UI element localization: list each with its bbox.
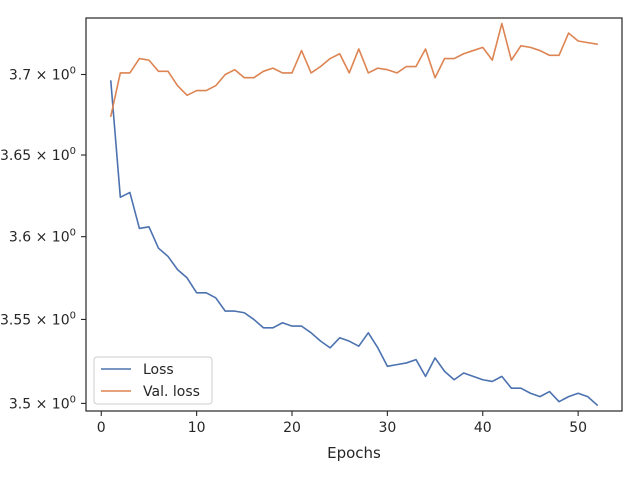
legend-label: Loss [143,362,174,378]
y-tick-mantissa: 3.55 [0,312,31,328]
y-tick-times: × [31,396,52,412]
y-tick-label: 3.7 × 100 [9,66,76,84]
y-tick-exponent: 0 [70,228,76,239]
y-tick-exponent: 0 [70,146,76,157]
x-tick-label: 10 [188,420,206,436]
y-tick-times: × [31,312,52,328]
legend: Loss Val. loss [93,356,213,405]
y-tick-mantissa: 3.7 [9,68,31,84]
series-lines [110,22,599,406]
y-tick-exponent: 0 [70,310,76,321]
y-tick-mantissa: 3.6 [9,230,31,246]
x-axis-label: Epochs [327,444,381,462]
y-tick-base: 10 [52,230,70,246]
plot-area [85,17,623,412]
x-tick-label: 20 [283,420,301,436]
legend-label: Val. loss [143,384,200,400]
series-line-loss [110,80,599,406]
x-tick-label: 50 [569,420,587,436]
x-tick-label: 30 [378,420,396,436]
y-tick-exponent: 0 [70,66,76,77]
y-tick-label: 3.5 × 100 [9,394,76,412]
y-tick-base: 10 [52,396,70,412]
series-line-val-loss [110,22,599,118]
y-tick-base: 10 [52,148,70,164]
y-tick-label: 3.65 × 100 [0,146,76,164]
y-tick-exponent: 0 [70,394,76,405]
y-tick-label: 3.6 × 100 [9,228,76,246]
y-tick-label: 3.55 × 100 [0,310,76,328]
y-tick-times: × [31,68,52,84]
x-tick-label: 40 [474,420,492,436]
y-tick-mantissa: 3.65 [0,148,31,164]
x-tick-label: 0 [97,420,106,436]
y-tick-base: 10 [52,68,70,84]
y-tick-mantissa: 3.5 [9,396,31,412]
y-tick-base: 10 [52,312,70,328]
y-tick-times: × [31,148,52,164]
y-tick-times: × [31,230,52,246]
